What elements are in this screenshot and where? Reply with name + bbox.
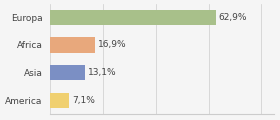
Bar bbox=[50, 10, 216, 25]
Text: 7,1%: 7,1% bbox=[72, 96, 95, 105]
Text: 62,9%: 62,9% bbox=[219, 13, 247, 22]
Bar bbox=[50, 93, 69, 108]
Text: 16,9%: 16,9% bbox=[97, 41, 126, 49]
Bar bbox=[50, 65, 85, 80]
Bar bbox=[50, 37, 95, 53]
Text: 13,1%: 13,1% bbox=[88, 68, 116, 77]
